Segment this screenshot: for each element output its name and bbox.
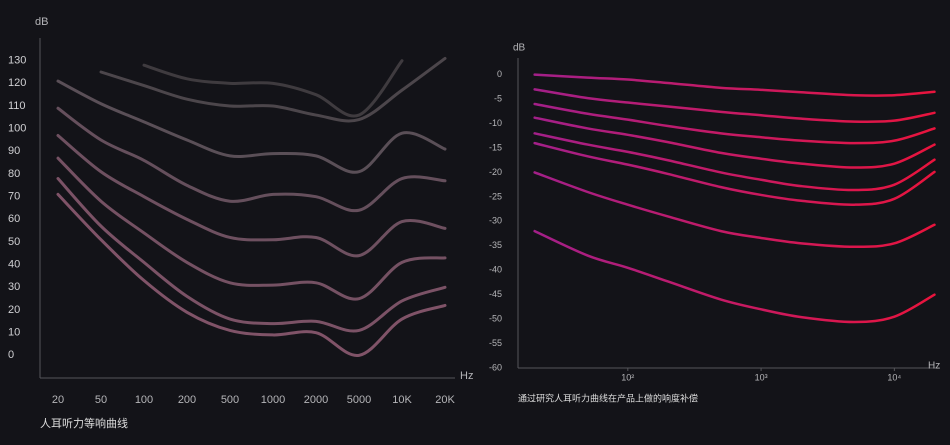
curve (99, 56, 447, 123)
y-tick-label: -50 (489, 313, 502, 323)
curve (533, 229, 936, 324)
x-axis-label: Hz (460, 370, 473, 382)
caption: 通过研究人耳听力曲线在产品上做的响度补偿 (518, 392, 698, 403)
y-tick-label: -5 (494, 93, 502, 103)
y-tick-label: -20 (489, 167, 502, 177)
x-tick-label: 1000 (261, 394, 285, 406)
y-tick-label: 0 (8, 349, 14, 361)
curve (533, 141, 936, 206)
y-tick-label: -60 (489, 362, 502, 372)
x-tick-label: 5000 (347, 394, 371, 406)
y-tick-label: -15 (489, 142, 502, 152)
x-tick-label: 10K (392, 394, 412, 406)
y-tick-label: -25 (489, 191, 502, 201)
y-tick-label: -30 (489, 216, 502, 226)
y-tick-label: 10 (8, 327, 20, 339)
y-tick-label: 110 (8, 100, 26, 112)
y-tick-label: 0 (497, 69, 502, 79)
curve (533, 116, 936, 169)
x-tick-label: 50 (95, 394, 107, 406)
y-tick-label: -10 (489, 118, 502, 128)
y-tick-label: 130 (8, 55, 26, 67)
y-tick-label: 40 (8, 259, 20, 271)
x-tick-label: 10³ (755, 372, 768, 382)
y-tick-label: 60 (8, 213, 20, 225)
y-tick-label: -55 (489, 338, 502, 348)
y-tick-label: 70 (8, 191, 20, 203)
y-tick-label: 20 (8, 304, 20, 316)
caption: 人耳听力等响曲线 (40, 416, 128, 430)
x-tick-label: 100 (135, 394, 153, 406)
curve (56, 177, 447, 333)
curve (56, 79, 447, 174)
curve (56, 156, 447, 301)
x-tick-label: 10⁴ (887, 372, 901, 382)
curve (533, 171, 936, 249)
y-tick-label: 50 (8, 236, 20, 248)
curve (533, 88, 936, 124)
y-axis-label: dB (35, 16, 48, 28)
curve (533, 73, 936, 97)
y-tick-label: -45 (489, 289, 502, 299)
x-axis-label: Hz (928, 361, 940, 372)
x-tick-label: 20 (52, 394, 64, 406)
y-tick-label: 30 (8, 281, 20, 293)
y-axis-label: dB (513, 43, 526, 54)
x-tick-label: 20K (435, 394, 455, 406)
y-tick-label: 90 (8, 145, 20, 157)
x-tick-label: 2000 (304, 394, 328, 406)
x-tick-label: 500 (221, 394, 239, 406)
curve (533, 102, 936, 145)
y-tick-label: 120 (8, 77, 26, 89)
y-tick-label: 100 (8, 123, 26, 135)
curve (56, 192, 447, 357)
x-tick-label: 10² (621, 372, 634, 382)
y-tick-label: -40 (489, 265, 502, 275)
curve (142, 59, 404, 118)
curve (56, 133, 447, 258)
y-tick-label: -35 (489, 240, 502, 250)
curve (533, 132, 936, 192)
curve (56, 106, 447, 213)
y-tick-label: 80 (8, 168, 20, 180)
x-tick-label: 200 (178, 394, 196, 406)
